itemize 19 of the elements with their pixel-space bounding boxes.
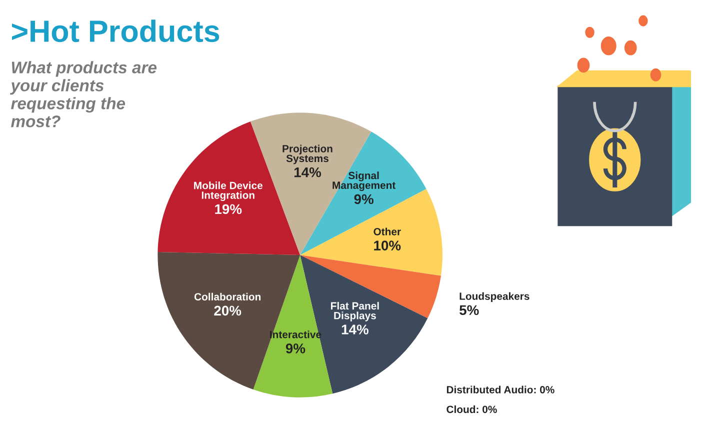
data-label: 10% (374, 240, 401, 250)
data-label: 14% (342, 324, 368, 334)
text: Distributed Audio: 0% (446, 386, 554, 394)
data-label: 5% (460, 305, 479, 316)
slice-label: Mobile Device Integration (194, 182, 263, 201)
slice-label: Loudspeakers (460, 292, 530, 302)
data-label: 19% (215, 204, 242, 214)
text: Cloud: 0% (446, 405, 497, 414)
pie-slice (300, 189, 442, 276)
slice-label: Collaboration (194, 292, 261, 300)
data-label: 20% (214, 306, 242, 316)
data-label: 9% (354, 194, 374, 204)
chart-subtitle: What products are your clients requesting the most? (10, 61, 157, 128)
slice-label: Projection Systems (282, 144, 332, 164)
chart-title: >Hot Products (12, 20, 220, 42)
slice-label: Other (374, 228, 401, 236)
slice-label: Flat Panel Displays (331, 302, 379, 322)
data-label: 9% (286, 344, 306, 354)
data-label: 14% (294, 167, 322, 178)
